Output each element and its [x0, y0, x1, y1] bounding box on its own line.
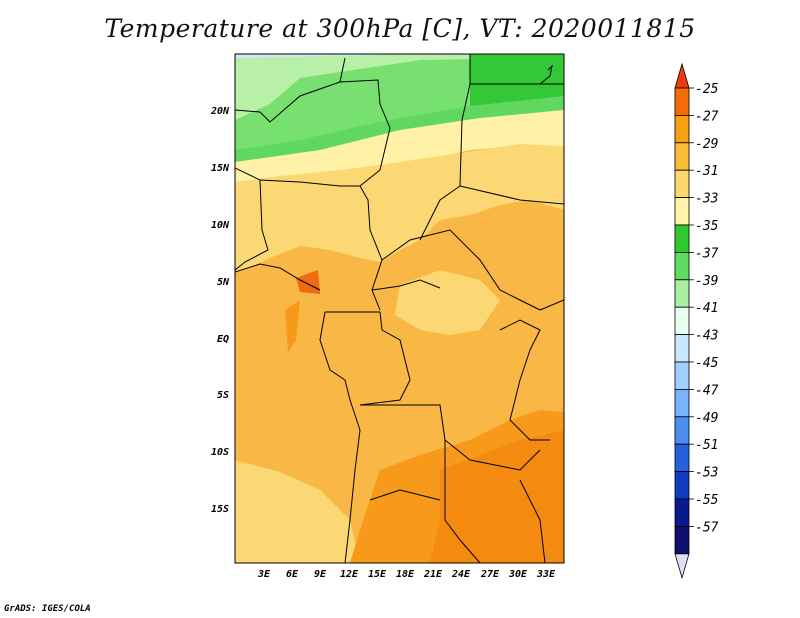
colorbar-swatch — [674, 279, 690, 308]
boundary-line — [325, 311, 383, 331]
lon-tick-label: 15E — [368, 569, 387, 580]
colorbar-label: -43 — [695, 329, 718, 344]
lon-tick-label: 9E — [314, 569, 327, 580]
plot-frame — [234, 53, 565, 564]
boundary-line — [519, 479, 546, 563]
colorbar-label: -51 — [695, 438, 718, 453]
colorbar-label: -27 — [695, 109, 719, 124]
boundary-line — [235, 167, 360, 187]
lat-tick-label: 10S — [211, 447, 229, 458]
political-boundaries — [235, 54, 564, 563]
boundary-line — [235, 57, 346, 123]
colorbar-label: -47 — [695, 383, 719, 398]
band-green — [470, 54, 564, 112]
latitude-axis: 20N 15N 10N 5N EQ 5S 10S 15S — [210, 106, 230, 515]
colorbar-swatch — [674, 498, 690, 527]
band-yellow — [235, 144, 564, 272]
patch-red-coast — [296, 270, 320, 294]
boundary-line — [459, 185, 564, 205]
colorbar-label: -39 — [695, 274, 718, 289]
lat-tick-label: EQ — [217, 334, 229, 345]
boundary-line — [360, 404, 541, 471]
lat-tick-label: 5S — [217, 390, 229, 401]
colorbar-label: -53 — [695, 466, 718, 481]
colorbar-swatch — [674, 334, 690, 363]
colorbar-swatch — [674, 526, 690, 555]
patch-yellow-center — [395, 270, 500, 335]
lon-tick-label: 27E — [480, 569, 500, 580]
lon-tick-label: 33E — [536, 569, 556, 580]
map-title: Temperature at 300hPa [C], VT: 202001181… — [104, 14, 696, 43]
colorbar-swatch — [674, 388, 690, 418]
lon-tick-label: 30E — [508, 569, 528, 580]
colorbar-swatch — [674, 224, 690, 253]
boundary-line — [319, 311, 361, 563]
longitude-axis: 3E 6E 9E 12E 15E 18E 21E 24E 27E 30E 33E — [257, 569, 556, 580]
lon-tick-label: 6E — [286, 569, 299, 580]
colorbar-swatch — [674, 416, 690, 445]
patch-orange-coast — [285, 300, 300, 352]
boundary-line — [419, 83, 471, 241]
colorbar-cap-top — [674, 62, 690, 89]
colorbar-label: -41 — [695, 301, 718, 316]
lat-tick-label: 15N — [211, 163, 230, 174]
colorbar-swatch — [674, 87, 690, 116]
boundary-line — [444, 440, 481, 563]
boundary-line — [539, 299, 564, 311]
colorbar-swatch — [674, 251, 690, 281]
lat-tick-label: 20N — [210, 106, 230, 117]
colorbar-label: -37 — [695, 246, 719, 261]
colorbar-label: -57 — [695, 520, 719, 535]
colorbar-label: -33 — [695, 192, 718, 207]
boundary-line — [359, 329, 411, 406]
lon-tick-label: 24E — [451, 569, 471, 580]
colorbar-swatch — [674, 306, 690, 336]
lon-tick-label: 12E — [340, 569, 359, 580]
patch-orange-south2 — [430, 430, 564, 563]
colorbar-label: -45 — [695, 356, 719, 371]
colorbar-label: -55 — [695, 493, 719, 508]
lon-tick-label: 21E — [423, 569, 443, 580]
colorbar-label: -29 — [695, 137, 718, 152]
band-paleyellow — [235, 110, 564, 186]
colorbar-swatch — [674, 361, 690, 390]
colorbar-swatch — [674, 443, 690, 473]
patch-yellow-se — [235, 460, 360, 563]
boundary-line — [499, 319, 550, 441]
lon-tick-label: 18E — [396, 569, 415, 580]
lat-tick-label: 15S — [211, 504, 229, 515]
colorbar-swatch — [674, 197, 690, 226]
colorbar-label: -35 — [695, 219, 719, 234]
boundary-line — [235, 179, 269, 271]
colorbar-swatch — [674, 142, 690, 171]
boundary-line — [381, 229, 541, 311]
lat-tick-label: 5N — [217, 277, 230, 288]
grads-credit: GrADS: IGES/COLA — [4, 604, 91, 614]
lon-tick-label: 3E — [257, 569, 271, 580]
colorbar-swatch — [674, 115, 690, 144]
colorbar-cap-bottom — [674, 553, 690, 580]
boundary-line — [371, 279, 441, 291]
coastline — [539, 64, 553, 85]
colorbar: -25 -27 -29 -31 -33 -35 -37 -39 -41 -43 -45 -47 -49 -… — [674, 62, 719, 580]
colorbar-label: -25 — [695, 82, 719, 97]
temperature-field — [235, 54, 564, 563]
lat-tick-label: 10N — [211, 220, 230, 231]
colorbar-label: -49 — [695, 411, 718, 426]
colorbar-swatch — [674, 169, 690, 198]
colorbar-swatch — [674, 471, 690, 500]
boundary-line — [235, 263, 321, 291]
colorbar-label: -31 — [695, 164, 718, 179]
boundary-line — [369, 489, 441, 501]
